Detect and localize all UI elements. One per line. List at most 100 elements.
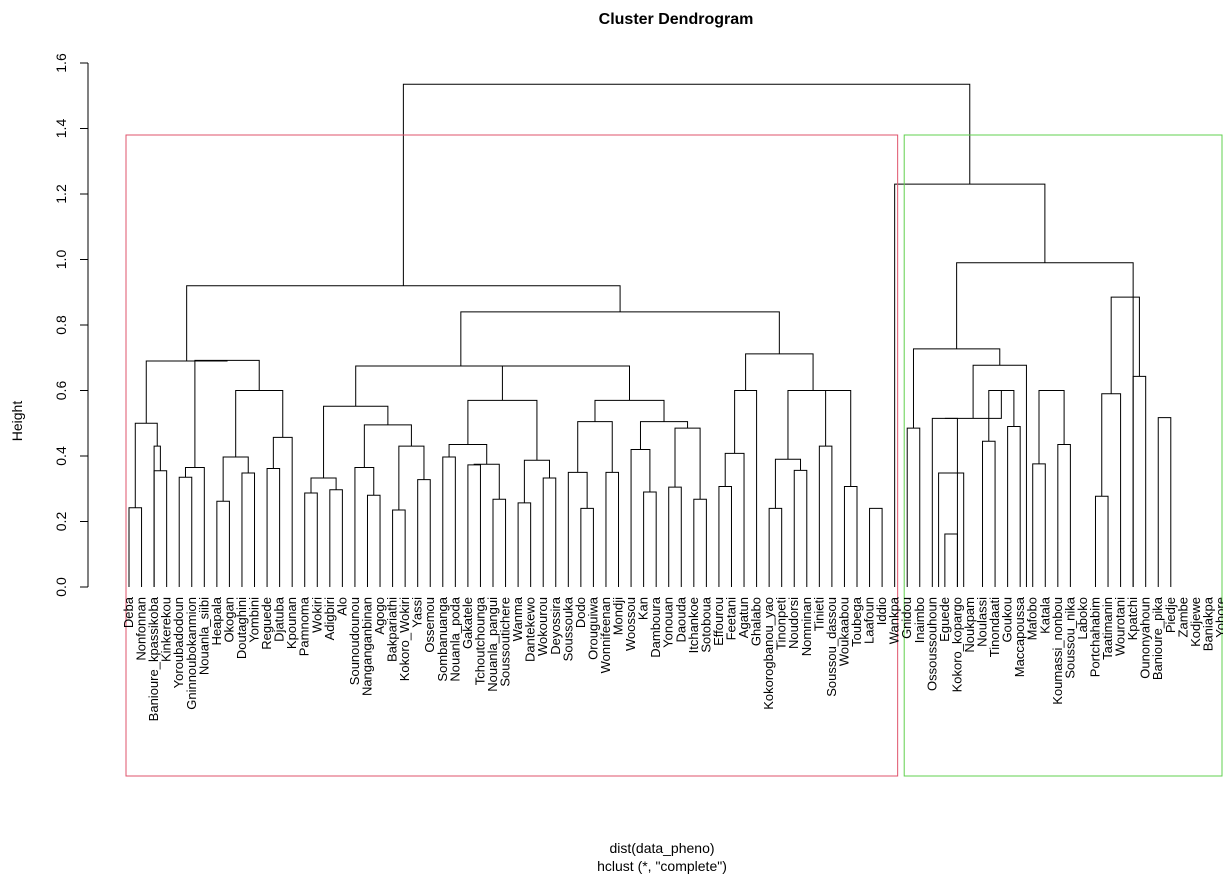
leaf-label: Eguede: [937, 597, 952, 642]
dendrogram-link: [1157, 417, 1172, 587]
leaf-label: Pamnoma: [297, 596, 312, 656]
leaf-label: Iddio: [874, 597, 889, 625]
dendrogram-link: [912, 348, 1001, 429]
dendrogram-link: [577, 421, 613, 473]
dendrogram-link: [605, 471, 620, 587]
leaf-label: Wankpa: [887, 596, 902, 644]
dendrogram-link: [1101, 393, 1122, 587]
dendrogram-link: [417, 479, 431, 587]
leaf-label: Yohore: [1213, 597, 1223, 638]
dendrogram-link: [355, 365, 566, 407]
dendrogram-link: [186, 285, 621, 362]
dendrogram-link: [216, 500, 230, 587]
leaf-label: Bakpariathi: [385, 597, 400, 662]
y-tick-label: 0.8: [53, 315, 69, 335]
leaf-label: Agatun: [736, 597, 751, 638]
leaf-label: Sotoboua: [698, 596, 713, 652]
dendrogram-link: [793, 469, 808, 587]
leaf-label: Woukaabou: [836, 597, 851, 666]
leaf-label: Adigbiri: [322, 597, 337, 640]
leaf-label: Laafoun: [862, 597, 877, 644]
leaf-label: Koumassi_nonbou: [1050, 597, 1065, 705]
leaf-label: Yassi: [410, 597, 425, 628]
dendrogram-link: [184, 466, 205, 587]
dendrogram-link: [674, 427, 701, 500]
leaf-label: Noudorsi: [786, 597, 801, 649]
leaf-label: Dantekewo: [523, 597, 538, 662]
y-tick-label: 1.0: [53, 250, 69, 270]
dendrogram-link: [467, 464, 481, 587]
y-tick-label: 1.4: [53, 119, 69, 139]
leaf-label: Toubega: [849, 596, 864, 647]
leaf-label: Dodo: [573, 597, 588, 628]
leaf-label: Mondji: [611, 597, 626, 635]
leaf-label: Kinkerekou: [159, 597, 174, 662]
dendrogram-link: [153, 445, 161, 587]
leaf-label: Soussou_nika: [1062, 596, 1077, 678]
leaf-label: Nanganganbinan: [359, 597, 374, 696]
dendrogram-link: [1110, 296, 1140, 394]
leaf-label: Sombanuanga: [435, 596, 450, 681]
dendrogram-link: [153, 470, 168, 587]
dendrogram-link: [354, 466, 375, 587]
leaf-label: Heapala: [209, 596, 224, 645]
cluster-rectangle: [903, 134, 1223, 777]
leaf-label: Orouguiwa: [585, 596, 600, 660]
leaf-label: Taatimanin: [1100, 597, 1115, 660]
dendrogram-link: [492, 498, 507, 587]
dendrogram-link: [1032, 463, 1046, 587]
dendrogram-link: [523, 459, 550, 503]
leaf-label: Katala: [1037, 596, 1052, 634]
dendrogram-link: [460, 311, 780, 366]
y-tick-label: 0.4: [53, 446, 69, 466]
dendrogram-link: [938, 472, 965, 587]
dendrogram-link: [178, 476, 193, 587]
dendrogram-link: [501, 365, 630, 401]
leaf-label: Gninnoubokanmion: [184, 597, 199, 710]
leaf-label: Tchoutchounga: [472, 596, 487, 685]
dendrogram-link: [843, 485, 858, 587]
dendrogram-link: [145, 360, 228, 424]
cluster-rectangles: [125, 134, 1223, 777]
leaf-label: Kokoro_Wokiri: [397, 597, 412, 681]
leaf-label: Banioure_kpassikoba: [146, 596, 161, 721]
dendrogram-link: [304, 492, 318, 587]
leaf-label: Djatuba: [272, 596, 287, 642]
dendrogram-link: [630, 448, 651, 587]
dendrogram-link: [442, 456, 456, 587]
leaf-label: Wonnifeenan: [598, 597, 613, 673]
dendrogram-link: [906, 427, 921, 587]
y-tick-label: 0.2: [53, 512, 69, 532]
leaf-label: Yonouan: [661, 597, 676, 648]
leaf-label: Ounonyahoun: [1138, 597, 1153, 679]
leaf-label: Tinondaati: [987, 597, 1002, 657]
dendrogram-link: [1094, 495, 1109, 587]
dendrogram-link: [818, 445, 833, 587]
dendrogram-link: [931, 417, 958, 587]
dendrogram-link: [567, 471, 588, 587]
leaf-label: Banioure_pika: [1150, 596, 1165, 680]
dendrogram-link: [693, 498, 707, 587]
leaf-label: Woossou: [623, 597, 638, 651]
leaf-label: Yombini: [247, 597, 262, 643]
leaf-label: Noulassi: [975, 597, 990, 647]
dendrogram-link: [467, 399, 538, 461]
leaf-label: Baniakpa: [1200, 596, 1215, 651]
dendrogram-link: [869, 507, 883, 587]
y-tick-label: 0.6: [53, 381, 69, 401]
leaf-label: Alo: [334, 597, 349, 616]
leaf-label: Doutaghini: [234, 597, 249, 659]
dendrogram-link: [517, 502, 532, 587]
dendrogram-link: [825, 390, 852, 487]
leaf-label: Nouanla_siibi: [196, 597, 211, 675]
leaf-label: Gakatele: [460, 597, 475, 649]
leaf-label: Yoroubadodoun: [171, 597, 186, 688]
leaf-label: Itchankoe: [686, 597, 701, 653]
leaf-label: Mafobo: [1025, 597, 1040, 640]
dendrogram-link: [1007, 426, 1021, 587]
leaf-label: Soussouka: [560, 596, 575, 661]
leaf-label: Ghalabo: [749, 597, 764, 646]
leaf-label: Piedje: [1163, 597, 1178, 633]
dendrogram-link: [1132, 375, 1147, 587]
chart-title: Cluster Dendrogram: [599, 11, 754, 28]
